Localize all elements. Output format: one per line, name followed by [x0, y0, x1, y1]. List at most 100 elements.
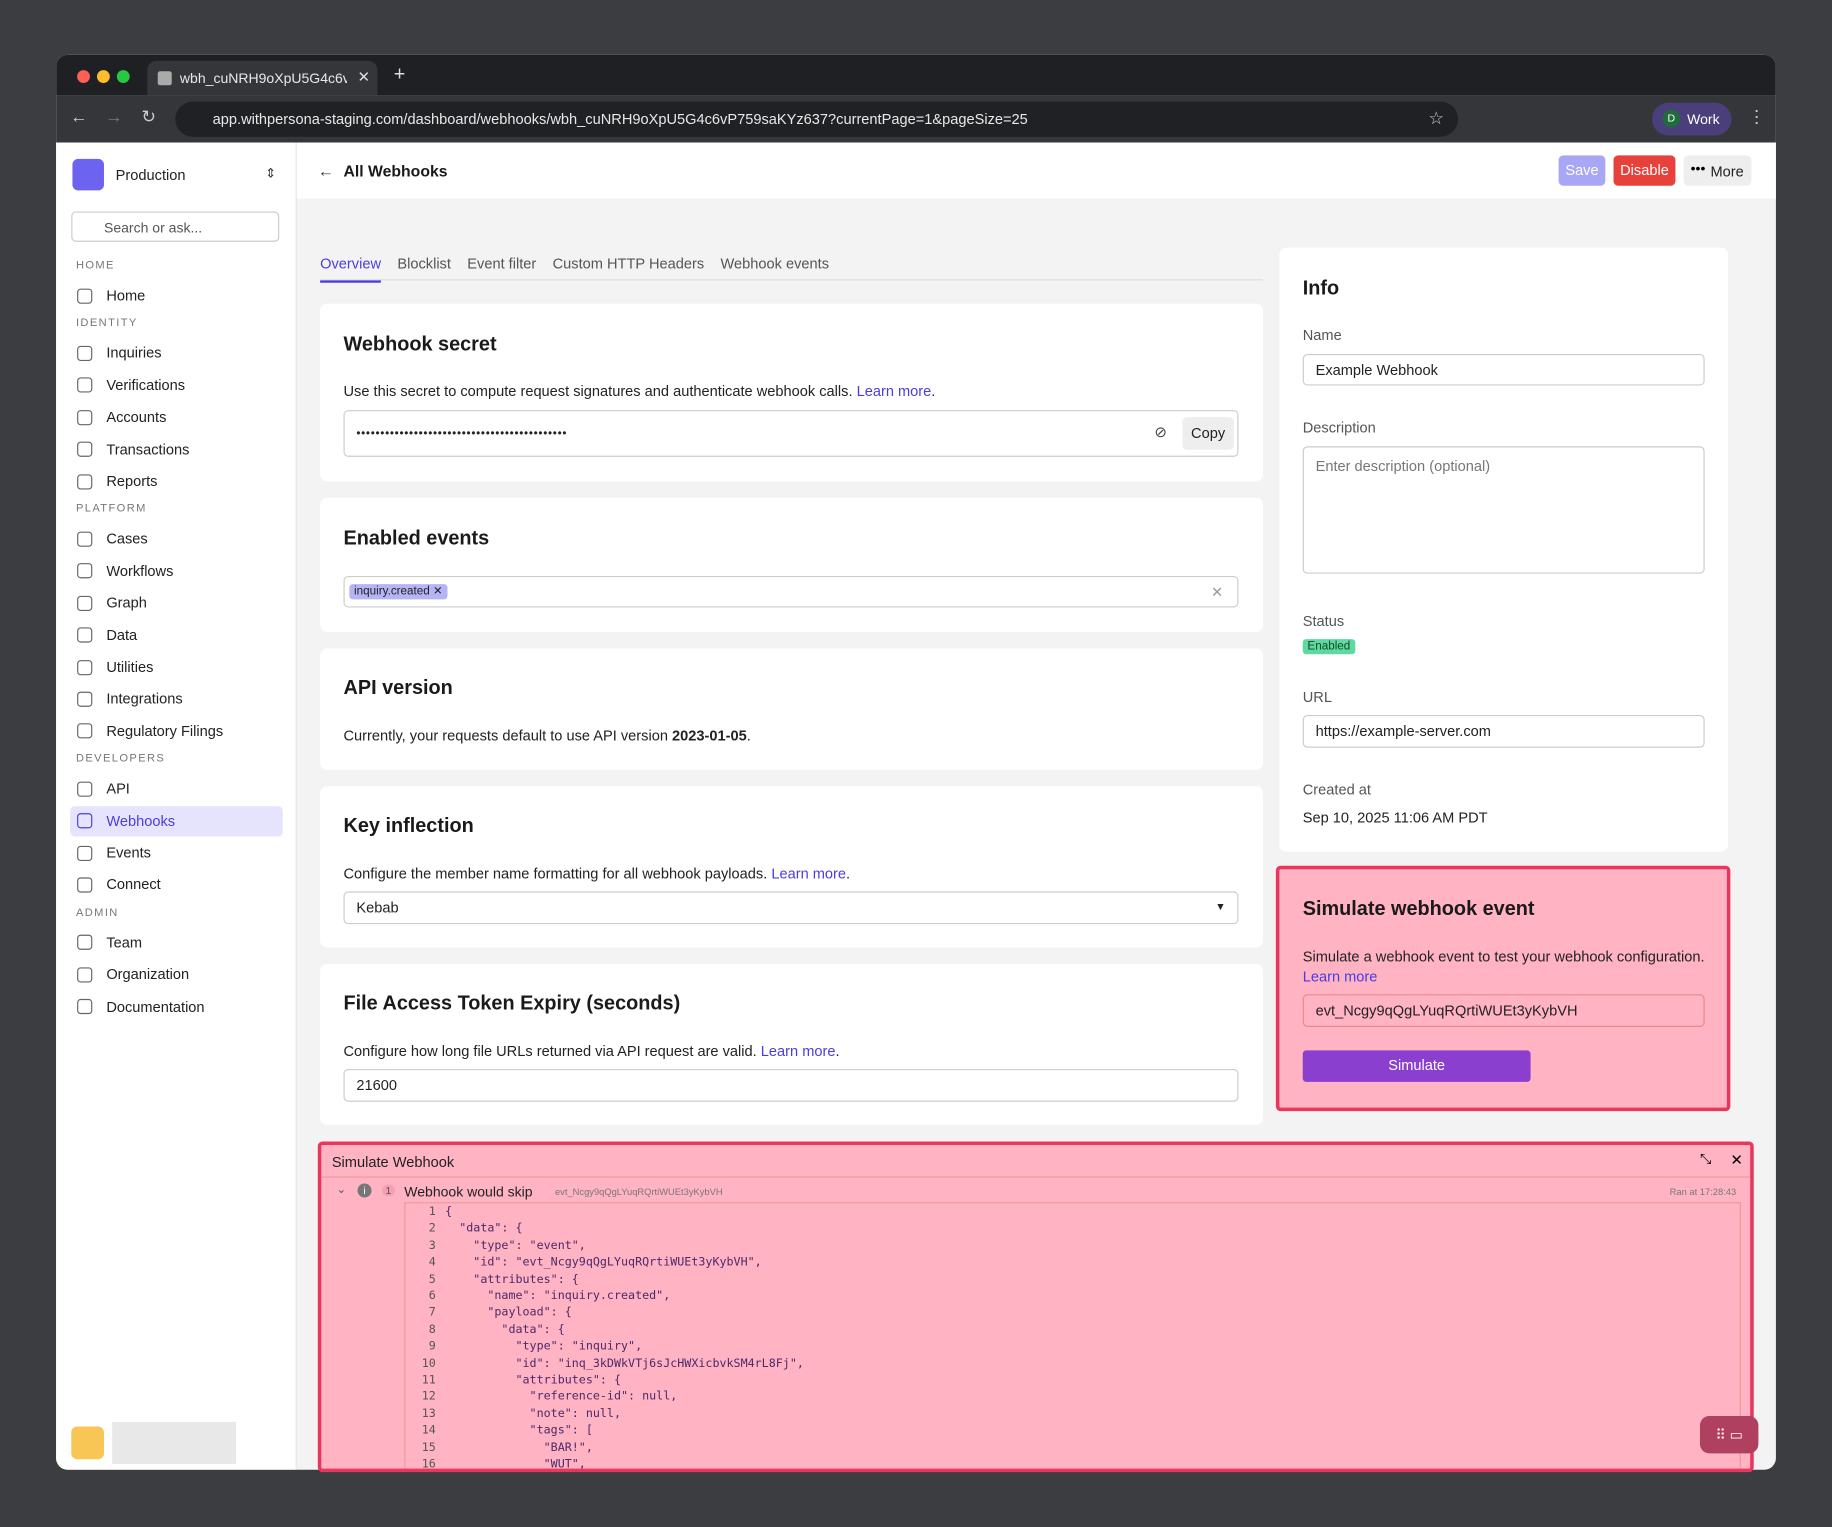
- code-text: "type": "event",: [445, 1239, 586, 1253]
- search-input[interactable]: Search or ask...: [71, 211, 280, 242]
- nav-icon: [77, 531, 93, 547]
- nav-item[interactable]: Home: [70, 280, 283, 310]
- nav-icon: [77, 781, 93, 797]
- nav-item[interactable]: Regulatory Filings: [70, 716, 283, 746]
- tab[interactable]: Custom HTTP Headers: [552, 255, 705, 273]
- link[interactable]: Learn more: [760, 1043, 836, 1060]
- inflection-select[interactable]: Kebab ▼: [343, 891, 1239, 925]
- secret-input[interactable]: ••••••••••••••••••••••••••••••••••••••••…: [343, 410, 1239, 457]
- label: Name: [1302, 327, 1342, 344]
- card-title: API version: [343, 676, 453, 699]
- text: Configure the member name formatting for…: [343, 865, 768, 883]
- version: 2023-01-05: [672, 727, 747, 745]
- nav-item[interactable]: Verifications: [70, 370, 283, 400]
- ran-at: Ran at 17:28:43: [1669, 1187, 1737, 1198]
- events-input[interactable]: inquiry.created ✕ ✕: [343, 575, 1239, 608]
- text: Configure how long file URLs returned vi…: [343, 1043, 757, 1060]
- address-bar[interactable]: app.withpersona-staging.com/dashboard/we…: [175, 101, 1459, 137]
- tab[interactable]: Overview: [320, 256, 381, 283]
- code-line: 7 "payload": {: [405, 1307, 1737, 1323]
- nav-item[interactable]: Accounts: [70, 402, 283, 432]
- nav-item[interactable]: Cases: [70, 524, 283, 554]
- line-number: 7: [428, 1306, 436, 1320]
- url-input[interactable]: https://example-server.com: [1302, 715, 1705, 748]
- code-line: 6 "name": "inquiry.created",: [405, 1290, 1737, 1306]
- nav-item[interactable]: Graph: [70, 588, 283, 618]
- tab[interactable]: Webhook events: [720, 255, 830, 273]
- nav-label: Verifications: [106, 377, 186, 394]
- nav-item[interactable]: Documentation: [70, 991, 283, 1021]
- simulate-link[interactable]: Learn more: [1302, 968, 1378, 985]
- link[interactable]: Learn more: [771, 865, 847, 883]
- workspace-name[interactable]: Production: [115, 167, 186, 184]
- nav-item[interactable]: API: [70, 774, 283, 804]
- line-number: 2: [428, 1222, 436, 1236]
- placeholder: Enter description (optional): [1315, 457, 1491, 475]
- card-text: Currently, your requests default to use …: [344, 728, 751, 744]
- nav-icon: [77, 967, 93, 983]
- nav-item[interactable]: Reports: [70, 466, 283, 496]
- workspace-logo: [72, 158, 104, 191]
- code-text: "attributes": {: [445, 1272, 579, 1286]
- url: app.withpersona-staging.com/dashboard/we…: [212, 110, 1028, 128]
- nav-item[interactable]: Integrations: [70, 684, 283, 714]
- code-line: 9 "type": "inquiry",: [405, 1340, 1737, 1356]
- chat-button[interactable]: ⠿ ▭: [1699, 1416, 1759, 1454]
- result-count: 1: [382, 1184, 395, 1197]
- line-number: 5: [428, 1272, 436, 1286]
- token-input[interactable]: 21600: [343, 1069, 1239, 1102]
- nav-item[interactable]: Webhooks: [70, 805, 283, 837]
- text: Use this secret to compute request signa…: [343, 383, 853, 400]
- nav-item[interactable]: Organization: [70, 959, 283, 989]
- copy-button[interactable]: Copy: [1182, 417, 1234, 450]
- nav-item[interactable]: Connect: [70, 870, 283, 900]
- nav-label: Home: [106, 287, 146, 304]
- nav-icon: [77, 473, 93, 489]
- card-title: Webhook secret: [343, 332, 497, 356]
- link[interactable]: Learn more: [856, 383, 932, 400]
- nav-label: Events: [106, 844, 151, 862]
- nav-item[interactable]: Transactions: [70, 434, 283, 464]
- nav-icon: [77, 999, 93, 1015]
- tab[interactable]: Blocklist: [397, 255, 451, 273]
- description-input[interactable]: Enter description (optional): [1302, 446, 1705, 574]
- nav-item[interactable]: Inquiries: [70, 338, 283, 368]
- nav-item[interactable]: Workflows: [70, 556, 283, 586]
- more-button[interactable]: ••• More: [1683, 155, 1752, 186]
- name-input[interactable]: Example Webhook: [1302, 354, 1705, 386]
- code-text: "name": "inquiry.created",: [445, 1289, 671, 1303]
- nav-label: API: [106, 780, 130, 798]
- profile[interactable]: D Work: [1652, 102, 1732, 136]
- tab[interactable]: wbh_cuNRH9oXpU5G4c6vP7 ✕: [147, 60, 378, 96]
- label: Created at: [1302, 781, 1371, 798]
- back-link[interactable]: All Webhooks: [343, 162, 448, 180]
- nav-item[interactable]: Utilities: [70, 652, 283, 682]
- info-title: Info: [1302, 276, 1340, 300]
- nav-label: Reports: [106, 473, 158, 490]
- card-title: Key inflection: [343, 814, 474, 837]
- code-text: "payload": {: [445, 1306, 572, 1320]
- save-button[interactable]: Save: [1558, 155, 1606, 186]
- event-id-input[interactable]: evt_Ncgy9qQgLYuqRQrtiWUEt3yKybVH: [1302, 994, 1705, 1027]
- tab[interactable]: Event filter: [467, 255, 537, 273]
- api-card: API version Currently, your requests def…: [320, 648, 1264, 770]
- line-number: 3: [428, 1239, 436, 1253]
- info-card: Info Name Example Webhook Description En…: [1279, 247, 1729, 852]
- section-title: IDENTITY: [75, 317, 138, 330]
- nav-item[interactable]: Events: [70, 838, 283, 868]
- tab-strip: wbh_cuNRH9oXpU5G4c6vP7 ✕ +: [56, 54, 1776, 96]
- nav-icon: [77, 877, 93, 893]
- nav-item[interactable]: Team: [70, 927, 283, 957]
- status-badge: Enabled: [1302, 639, 1355, 655]
- line-number: 16: [421, 1458, 436, 1471]
- nav-label: Transactions: [106, 441, 190, 458]
- line-number: 12: [421, 1390, 436, 1404]
- nav-label: Graph: [106, 594, 147, 612]
- line-number: 14: [421, 1424, 436, 1438]
- nav-label: Workflows: [106, 562, 174, 580]
- code-line: 2 "data": {: [405, 1223, 1737, 1239]
- nav-label: Organization: [106, 966, 190, 983]
- disable-button[interactable]: Disable: [1613, 155, 1676, 186]
- simulate-button[interactable]: Simulate: [1302, 1050, 1531, 1082]
- nav-item[interactable]: Data: [70, 620, 283, 650]
